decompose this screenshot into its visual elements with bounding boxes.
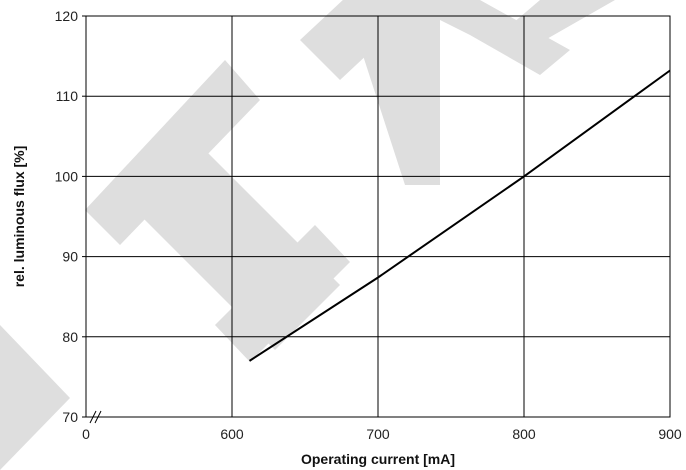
x-tick-label: 600 — [220, 426, 244, 442]
y-axis-label: rel. luminous flux [%] — [11, 146, 27, 288]
plot-frame — [85, 15, 671, 418]
watermark-band-2 — [85, 60, 260, 245]
x-tick-label: 700 — [366, 426, 390, 442]
watermark-band-6 — [400, 0, 570, 75]
y-tick-label: 110 — [56, 88, 79, 104]
watermark-band-3 — [215, 225, 350, 362]
y-tick-label: 70 — [62, 409, 78, 425]
y-tick-label: 120 — [55, 8, 79, 24]
y-tick-labels: 70 80 90 100 110 120 — [55, 8, 86, 425]
x-axis-label: Operating current [mA] — [301, 451, 455, 467]
x-tick-labels: 0 600 700 800 900 — [82, 410, 682, 442]
x-tick-label: 0 — [82, 426, 90, 442]
x-tick-label: 900 — [658, 426, 682, 442]
y-tick-label: 90 — [62, 249, 78, 265]
watermark-band-0 — [0, 325, 70, 470]
y-tick-label: 100 — [55, 168, 79, 184]
grid — [86, 16, 670, 417]
y-tick-label: 80 — [62, 329, 78, 345]
series-line — [248, 69, 671, 362]
watermark-band-7 — [505, 0, 615, 40]
watermark-band-5 — [345, 0, 440, 185]
x-axis-break-mark — [89, 410, 97, 424]
x-axis-break-mark — [94, 410, 102, 424]
watermark-pha — [0, 0, 615, 470]
x-tick-label: 800 — [512, 426, 536, 442]
